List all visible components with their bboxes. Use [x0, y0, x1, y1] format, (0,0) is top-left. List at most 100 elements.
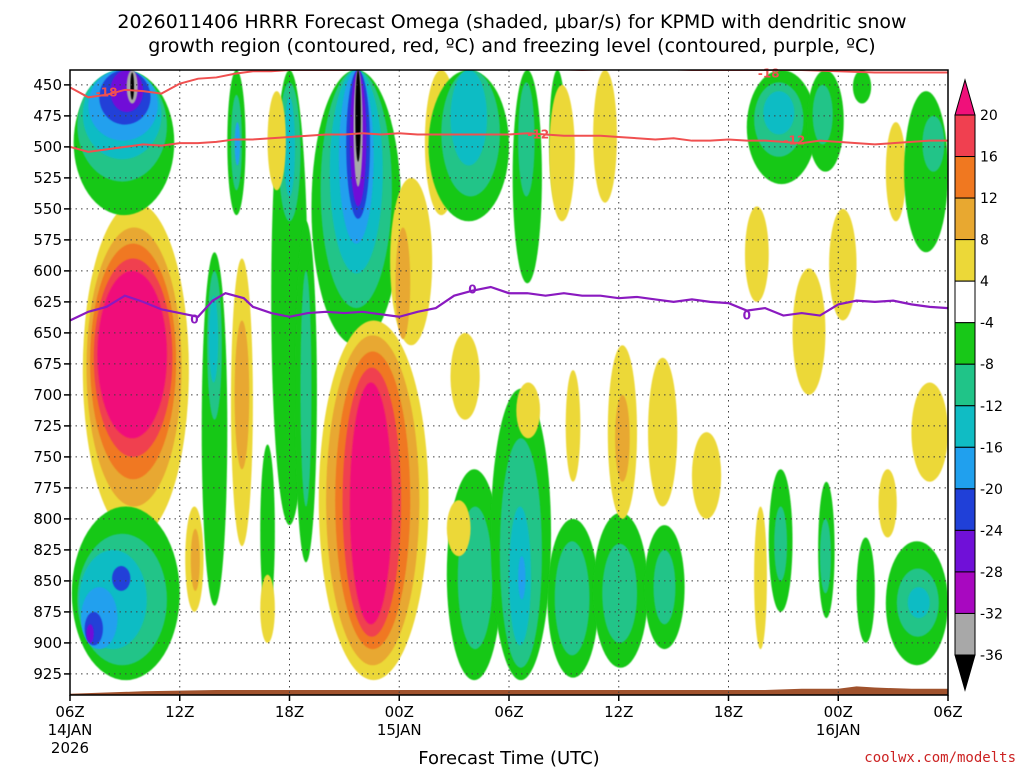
- omega-region-94: [812, 84, 833, 145]
- y-tick-label-775: 775: [33, 479, 62, 497]
- grid-lines: [70, 70, 948, 695]
- y-tick-label-450: 450: [33, 76, 62, 94]
- colorbar-label-10: -24: [980, 523, 1003, 539]
- colorbar-band-3: [954, 239, 976, 282]
- y-tick-label-600: 600: [33, 262, 62, 280]
- colorbar-band-5: [954, 322, 976, 365]
- x-tick-label-2: 18Z: [275, 703, 304, 721]
- y-axis: 450 475 500 525 550 575 600 625 650 675 700 725 750 7…: [33, 76, 70, 683]
- y-tick-label-625: 625: [33, 293, 62, 311]
- colorbar-band-10: [954, 529, 976, 573]
- omega-region-33: [267, 91, 286, 191]
- contour-labels: -18 -18 -12 -12 0 0 0: [96, 67, 805, 327]
- omega-region-18: [112, 566, 131, 591]
- omega-region-97: [922, 115, 945, 172]
- x-tick-label-6: 18Z: [714, 703, 743, 721]
- freezing-label-a: 0: [190, 312, 198, 326]
- y-tick-label-750: 750: [33, 448, 62, 466]
- omega-region-96: [904, 91, 948, 253]
- x-tick-date-7: 16JAN: [816, 721, 861, 739]
- omega-region-87: [885, 122, 906, 222]
- colorbar-label-0: 20: [980, 108, 998, 124]
- colorbar-label-1: 16: [980, 150, 998, 166]
- y-tick-label-700: 700: [33, 386, 62, 404]
- y-tick-label-850: 850: [33, 572, 62, 590]
- x-tick-label-3: 00Z: [385, 703, 414, 721]
- y-tick-label-550: 550: [33, 200, 62, 218]
- omega-region-76: [648, 357, 678, 507]
- freezing-level-contour: [70, 285, 948, 322]
- omega-region-105: [907, 587, 930, 619]
- x-tick-label-4: 06Z: [494, 703, 523, 721]
- omega-region-78: [516, 382, 541, 439]
- omega-region-79: [446, 500, 471, 557]
- omega-region-4: [97, 270, 167, 439]
- colorbar-band-8: [954, 446, 976, 490]
- y-tick-label-825: 825: [33, 541, 62, 559]
- colorbar-band-6: [954, 363, 976, 407]
- omega-region-82: [691, 432, 722, 519]
- y-tick-label-925: 925: [33, 665, 62, 683]
- omega-region-69: [554, 541, 590, 656]
- omega-region-101: [819, 518, 831, 594]
- colorbar-top-extend: [954, 78, 976, 116]
- y-tick-label-800: 800: [33, 510, 62, 528]
- omega-region-86: [829, 208, 857, 321]
- omega-region-24: [190, 528, 200, 591]
- omega-region-50: [300, 270, 312, 507]
- dgz-label-0b: -18: [758, 67, 780, 81]
- credit-text: coolwx.com/modelts: [864, 750, 1016, 766]
- x-tick-date-3: 15JAN: [377, 721, 422, 739]
- omega-region-88: [878, 469, 897, 538]
- dgz-contour-0: [70, 70, 948, 99]
- omega-region-52: [260, 574, 275, 643]
- chart-title: 2026011406 HRRR Forecast Omega (shaded, …: [117, 11, 906, 33]
- colorbar-bottom-extend: [954, 654, 976, 692]
- y-tick-label-475: 475: [33, 107, 62, 125]
- omega-region-32: [284, 97, 295, 197]
- omega-region-22: [209, 295, 219, 383]
- omega-region-19: [86, 624, 94, 643]
- omega-region-41: [355, 70, 361, 162]
- colorbar: 20 16 12 8 4 -4 -8 -12 -16 -20 -24 -28 -32 -36: [954, 78, 1003, 692]
- x-tick-label-5: 12Z: [604, 703, 633, 721]
- omega-region-67: [518, 556, 526, 600]
- omega-region-102: [856, 537, 875, 643]
- omega-region-29: [234, 122, 241, 166]
- omega-region-73: [653, 549, 676, 625]
- omega-region-89: [911, 382, 948, 482]
- colorbar-band-11: [954, 571, 976, 614]
- omega-region-58: [450, 70, 488, 166]
- dgz-label-0a: -18: [96, 85, 118, 99]
- colorbar-label-13: -36: [980, 648, 1003, 664]
- colorbar-label-9: -20: [980, 482, 1003, 498]
- y-tick-label-500: 500: [33, 138, 62, 156]
- y-tick-label-675: 675: [33, 355, 62, 373]
- omega-region-84: [754, 506, 767, 650]
- y-tick-label-725: 725: [33, 417, 62, 435]
- omega-region-48: [349, 382, 392, 625]
- omega-region-85: [792, 268, 826, 395]
- colorbar-band-7: [954, 405, 976, 448]
- colorbar-label-8: -16: [980, 440, 1003, 456]
- contour-layer: [70, 70, 948, 322]
- omega-region-92: [763, 91, 795, 135]
- colorbar-label-12: -32: [980, 606, 1003, 622]
- omega-region-83: [744, 206, 769, 302]
- omega-region-12: [130, 72, 135, 100]
- colorbar-label-11: -28: [980, 565, 1003, 581]
- colorbar-label-6: -8: [980, 357, 994, 373]
- colorbar-band-2: [954, 197, 976, 241]
- x-tick-label-8: 06Z: [933, 703, 962, 721]
- colorbar-label-4: 4: [980, 274, 989, 290]
- y-tick-label-650: 650: [33, 324, 62, 342]
- omega-region-95: [852, 70, 872, 104]
- colorbar-label-5: -4: [980, 316, 994, 332]
- colorbar-label-2: 12: [980, 191, 998, 207]
- dgz-label-1a: -12: [527, 127, 549, 141]
- omega-region-80: [549, 84, 575, 222]
- omega-region-60: [518, 82, 535, 197]
- freezing-label-c: 0: [743, 309, 751, 323]
